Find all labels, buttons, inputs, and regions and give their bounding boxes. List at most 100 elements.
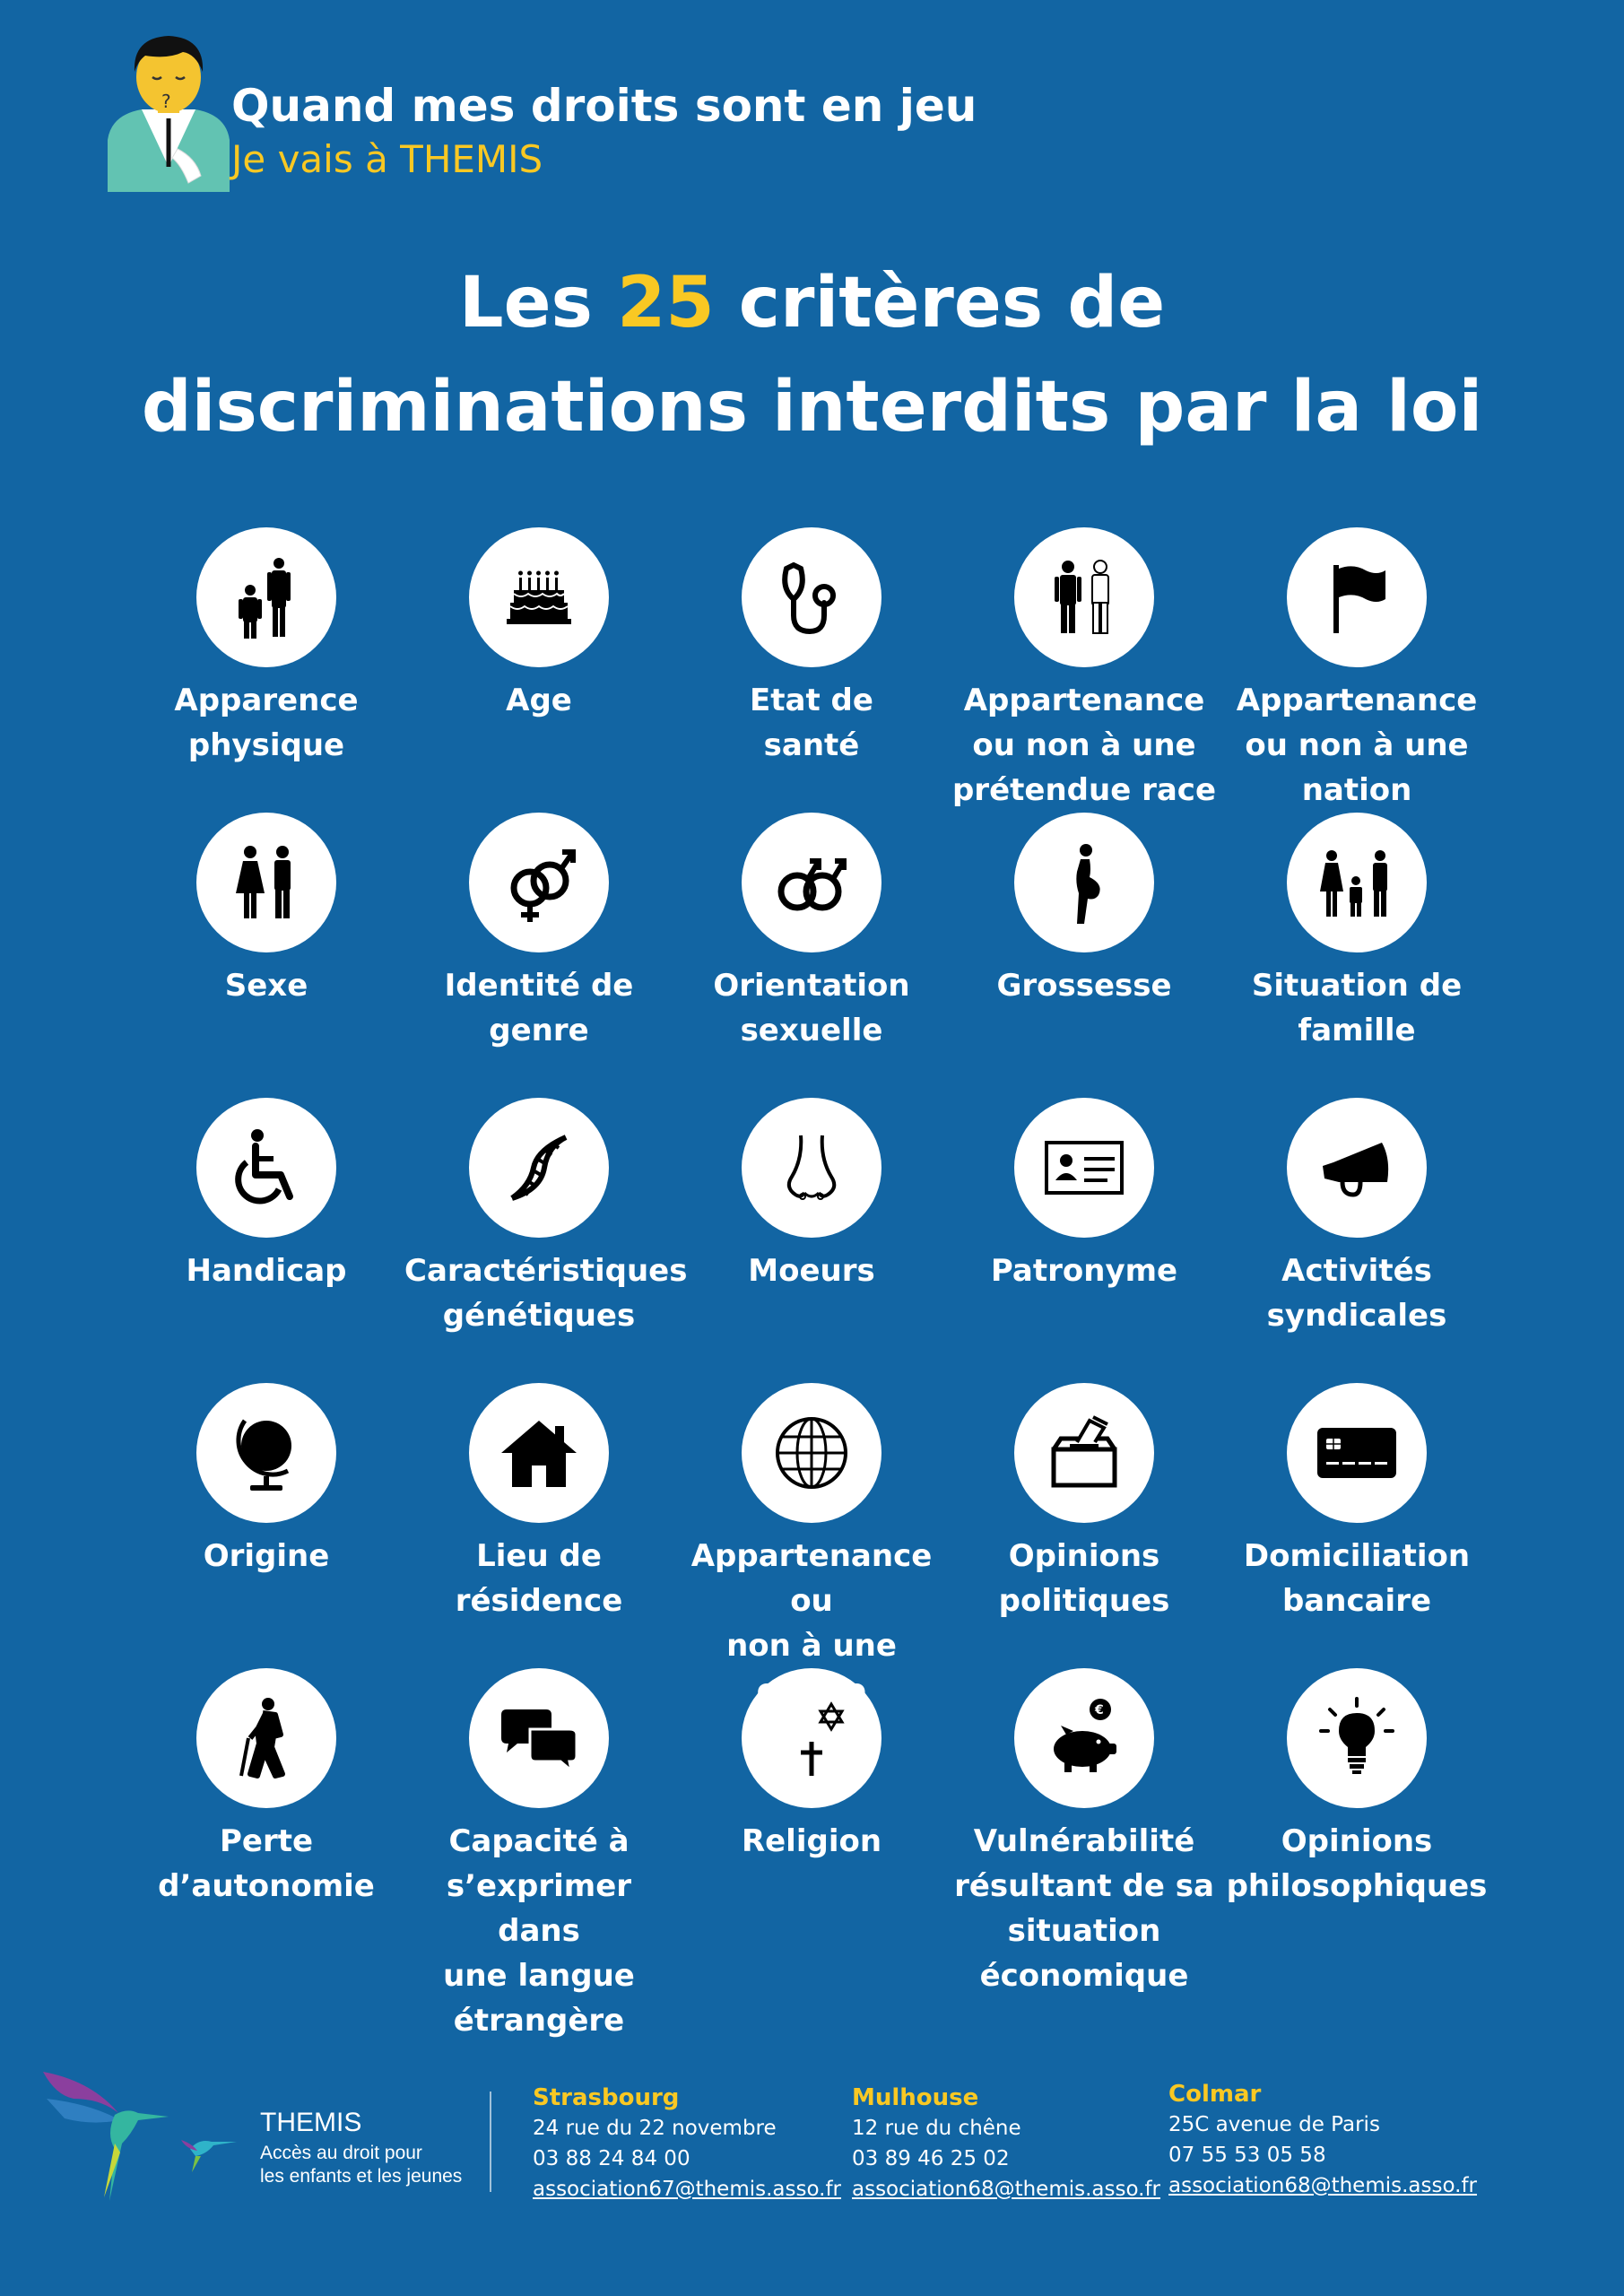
criterion-label: Situation de famille [1251,968,1463,1048]
criterion-origine: Origine [132,1383,401,1578]
criterion-religion: Religion [677,1668,946,1864]
criterion-grossesse: Grossesse [950,813,1219,1008]
religion-symbols-icon [783,1701,845,1776]
thinking-person-icon: ? [108,36,230,192]
criterion-ethnie: Appartenance ou non à une ethnie [677,1383,946,1713]
pregnant-woman-icon [1076,844,1100,924]
office-strasbourg: Strasbourg 24 rue du 22 novembre 03 88 2… [533,2083,841,2205]
criterion-label: Domiciliation bancaire [1243,1538,1471,1619]
criterion-label: Lieu de résidence [455,1538,623,1619]
criteria-grid: Apparence physique Age Etat de santé App… [132,527,1491,2043]
footer-divider [490,2092,491,2192]
nose-icon [786,1135,837,1200]
office-phone: 03 89 46 25 02 [852,2147,1010,2170]
title-line1-suffix: critères de [714,263,1166,344]
flag-icon [1333,565,1385,633]
bank-card-icon [1317,1428,1396,1478]
criterion-lieu-residence: Lieu de résidence [404,1383,673,1623]
criterion-label: Patronyme [990,1253,1178,1289]
office-email-link[interactable]: association67@themis.asso.fr [533,2178,842,2201]
gender-symbols-icon [510,849,576,922]
org-description: Accès au droit pour les enfants et les j… [260,2143,463,2187]
office-address: 24 rue du 22 novembre [533,2117,777,2140]
criterion-pretendue-race: Appartenance ou non à une prétendue race [950,527,1219,813]
criterion-activites-syndicales: Activités syndicales [1222,1098,1491,1338]
elderly-person-icon [239,1698,285,1779]
dna-icon [510,1135,568,1201]
org-name: THEMIS [260,2108,362,2137]
office-address: 12 rue du chêne [852,2117,1021,2140]
criterion-langue-etrangere: Capacité à s’exprimer dans une langue ét… [404,1668,673,2043]
criterion-label: Handicap [186,1253,347,1289]
two-men-icon [1055,560,1109,634]
woman-man-icon [236,846,291,918]
title-prefix: Les [458,263,618,344]
criterion-label: Identité de genre [444,968,634,1048]
world-grid-icon [776,1417,847,1489]
people-height-icon [239,558,291,639]
criterion-label: Apparence physique [174,683,359,763]
criterion-label: Origine [203,1538,330,1574]
criterion-label: Activités syndicales [1266,1253,1447,1334]
criterion-label: Perte d’autonomie [158,1823,375,1904]
criterion-handicap: Handicap [132,1098,401,1293]
office-email-link[interactable]: association68@themis.asso.fr [852,2178,1161,2201]
globe-stand-icon [236,1419,291,1491]
house-icon [501,1421,577,1487]
office-mulhouse: Mulhouse 12 rue du chêne 03 89 46 25 02 … [852,2083,1160,2205]
criterion-label: Caractéristiques génétiques [404,1253,688,1334]
page-title: Les 25 critères de discriminations inter… [0,251,1624,459]
speech-bubbles-icon [501,1709,578,1774]
criterion-identite-genre: Identité de genre [404,813,673,1053]
office-city: Mulhouse [852,2084,979,2111]
criterion-vulnerabilite-economique: € Vulnérabilité résultant de sa situatio… [950,1668,1219,1998]
office-phone: 07 55 53 05 58 [1168,2144,1326,2167]
criterion-label: Etat de santé [750,683,873,763]
wheelchair-icon [235,1129,293,1205]
criterion-label: Moeurs [748,1253,875,1289]
criterion-label: Grossesse [996,968,1172,1004]
family-icon [1320,850,1387,917]
criterion-sexe: Sexe [132,813,401,1008]
criterion-age: Age [404,527,673,723]
criterion-opinions-politiques: Opinions politiques [950,1383,1219,1623]
office-phone: 03 88 24 84 00 [533,2147,690,2170]
birthday-cake-icon [507,570,571,624]
svg-text:€: € [1094,1703,1104,1718]
criterion-perte-autonomie: Perte d’autonomie [132,1668,401,1909]
criterion-domiciliation-bancaire: Domiciliation bancaire [1222,1383,1491,1623]
office-city: Strasbourg [533,2084,680,2111]
ballot-box-icon [1051,1415,1117,1488]
svg-text:?: ? [161,91,171,112]
office-address: 25C avenue de Paris [1168,2113,1380,2136]
criterion-label: Sexe [224,968,308,1004]
title-number: 25 [617,263,715,344]
criterion-label: Orientation sexuelle [713,968,910,1048]
office-colmar: Colmar 25C avenue de Paris 07 55 53 05 5… [1168,2079,1477,2201]
criterion-etat-de-sante: Etat de santé [677,527,946,768]
criterion-caracteristiques-genetiques: Caractéristiques génétiques [404,1098,688,1338]
criterion-situation-famille: Situation de famille [1222,813,1491,1053]
criterion-patronyme: Patronyme [950,1098,1219,1293]
criterion-label: Vulnérabilité résultant de sa situation … [954,1823,1214,1994]
criterion-label: Appartenance ou non à une nation [1236,683,1478,808]
criterion-label: Appartenance ou non à une prétendue race [951,683,1217,808]
office-email-link[interactable]: association68@themis.asso.fr [1168,2174,1478,2197]
footer: THEMIS Accès au droit pour les enfants e… [0,2054,1624,2215]
tagline: Quand mes droits sont en jeu [231,80,977,132]
criterion-label: Religion [741,1823,882,1859]
criterion-apparence-physique: Apparence physique [132,527,401,768]
stethoscope-icon [782,562,836,635]
hummingbird-logo-icon [43,2072,237,2201]
light-bulb-icon [1319,1697,1394,1774]
title-line2: discriminations interdits par la loi [141,367,1483,448]
criterion-orientation-sexuelle: Orientation sexuelle [677,813,946,1053]
criterion-label: Capacité à s’exprimer dans une langue ét… [443,1823,635,2039]
criterion-label: Opinions philosophiques [1226,1823,1488,1904]
criterion-opinions-philosophiques: Opinions philosophiques [1222,1668,1491,1909]
megaphone-icon [1323,1143,1389,1197]
piggy-bank-icon: € [1054,1699,1116,1772]
id-card-icon [1045,1141,1124,1195]
office-city: Colmar [1168,2081,1262,2108]
criterion-label: Age [506,683,572,718]
